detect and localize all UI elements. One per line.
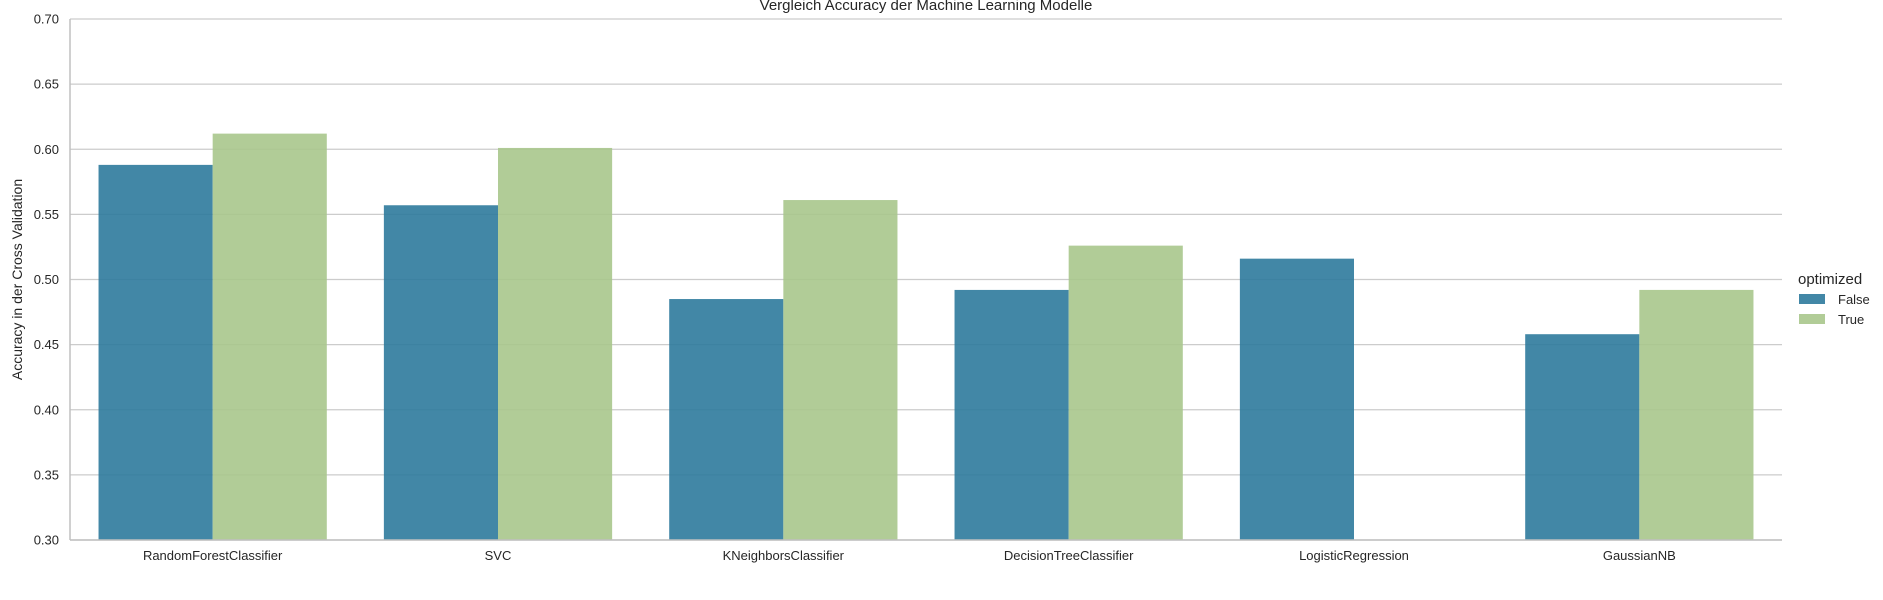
bars <box>98 133 1754 541</box>
chart-title: Vergleich Accuracy der Machine Learning … <box>760 0 1093 14</box>
y-tick-label: 0.60 <box>34 142 59 157</box>
bar-false-gaussiannb <box>1525 334 1640 540</box>
legend-label-false: False <box>1838 292 1870 307</box>
bar-true-kneighborsclassifier <box>783 200 898 541</box>
gridlines <box>70 18 1782 541</box>
y-tick-label: 0.70 <box>34 12 59 27</box>
x-tick-label: RandomForestClassifier <box>143 548 283 563</box>
legend-swatch-false <box>1799 294 1825 304</box>
legend-label-true: True <box>1838 312 1864 327</box>
y-axis-title: Accuracy in der Cross Validation <box>9 179 25 380</box>
y-tick-label: 0.40 <box>34 402 59 417</box>
y-tick-label: 0.65 <box>34 77 59 92</box>
y-tick-label: 0.50 <box>34 272 59 287</box>
x-tick-label: KNeighborsClassifier <box>723 548 845 563</box>
y-tick-label: 0.55 <box>34 207 59 222</box>
legend: optimized False True <box>1798 271 1870 327</box>
legend-swatch-true <box>1799 314 1825 324</box>
bar-false-svc <box>383 205 498 540</box>
bar-true-decisiontreeclassifier <box>1068 245 1183 540</box>
x-tick-label: LogisticRegression <box>1299 548 1409 563</box>
axes <box>69 19 1782 541</box>
x-tick-label: SVC <box>485 548 512 563</box>
bar-false-decisiontreeclassifier <box>954 289 1069 540</box>
x-tick-label: DecisionTreeClassifier <box>1004 548 1134 563</box>
bar-true-randomforestclassifier <box>212 133 327 540</box>
bar-true-svc <box>498 147 613 540</box>
bar-false-kneighborsclassifier <box>669 299 784 540</box>
bar-false-logisticregression <box>1239 258 1354 540</box>
x-tick-labels: RandomForestClassifier SVC KNeighborsClass… <box>143 548 1676 563</box>
legend-title: optimized <box>1798 271 1862 288</box>
bar-false-randomforestclassifier <box>98 164 213 540</box>
x-tick-label: GaussianNB <box>1603 548 1676 563</box>
y-tick-label: 0.45 <box>34 337 59 352</box>
y-tick-label: 0.30 <box>34 533 59 548</box>
bar-true-gaussiannb <box>1639 289 1754 540</box>
y-tick-label: 0.35 <box>34 467 59 482</box>
y-tick-labels: 0.30 0.35 0.40 0.45 0.50 0.55 0.60 0.65 0.70 <box>34 12 59 548</box>
